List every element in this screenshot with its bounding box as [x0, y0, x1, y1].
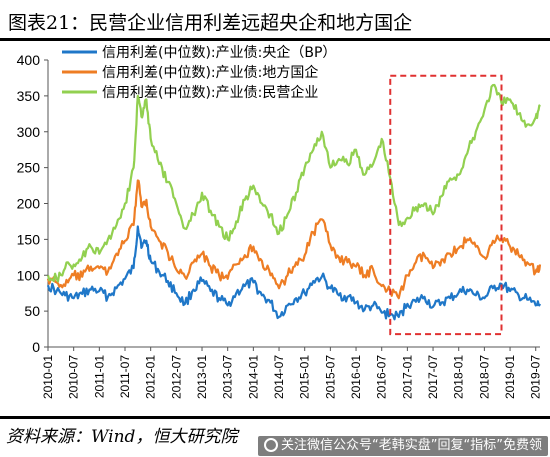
x-tick-label: 2012-01 [144, 355, 158, 399]
watermark-banner: 关注微信公众号“老韩实盘”回复“指标”免费领 [258, 436, 548, 456]
y-tick-label: 300 [17, 124, 41, 140]
x-tick-label: 2018-07 [477, 355, 491, 399]
legend-label: 信用利差(中位数):产业债:央企（BP） [102, 44, 336, 61]
bottom-rule [0, 416, 550, 419]
x-tick-label: 2012-07 [169, 355, 183, 399]
x-tick-label: 2013-01 [195, 355, 209, 399]
chart-area: 0 50 100 150 200 250 300 350 400 2010-01 2010-07 20… [17, 44, 543, 399]
chart-title: 图表21：民营企业信用利差远超央企和地方国企 [8, 12, 413, 34]
series-line [46, 179, 542, 300]
x-tick-label: 2011-01 [92, 355, 106, 398]
x-tick-label: 2015-01 [298, 355, 312, 399]
x-tick-label: 2019-07 [529, 355, 543, 399]
top-rule [0, 38, 550, 41]
y-tick-label: 50 [24, 303, 40, 319]
x-tick-label: 2014-07 [272, 355, 286, 399]
x-tick-label: 2014-01 [246, 355, 260, 399]
watermark-text: 关注微信公众号“老韩实盘”回复“指标”免费领 [281, 438, 542, 453]
wechat-icon [264, 438, 278, 452]
x-tick-label: 2011-07 [118, 355, 132, 398]
x-tick-label: 2016-01 [349, 355, 363, 399]
x-tick-label: 2017-01 [400, 355, 414, 399]
y-tick-label: 0 [32, 339, 40, 355]
x-tick-label: 2019-01 [503, 355, 517, 399]
x-tick-label: 2010-01 [41, 355, 55, 399]
series-line [46, 83, 541, 283]
x-tick-label: 2013-07 [221, 355, 235, 399]
y-tick-label: 200 [17, 196, 41, 212]
highlight-box [389, 74, 503, 336]
legend-label: 信用利差(中位数):产业债:地方国企 [102, 64, 318, 81]
x-tick-label: 2018-01 [452, 355, 466, 399]
x-tick-label: 2010-07 [67, 355, 81, 399]
series-line [46, 225, 541, 321]
y-tick-label: 100 [17, 267, 41, 283]
x-tick-label: 2016-07 [375, 355, 389, 399]
y-tick-label: 150 [17, 231, 41, 247]
x-tick-label: 2015-07 [323, 355, 337, 399]
y-tick-label: 350 [17, 88, 41, 104]
source-note: 资料来源：Wind，恒大研究院 [6, 427, 238, 447]
x-tick-label: 2017-07 [426, 355, 440, 399]
y-tick-label: 250 [17, 160, 41, 176]
legend-label: 信用利差(中位数):产业债:民营企业 [102, 84, 318, 101]
y-tick-label: 400 [17, 52, 41, 68]
